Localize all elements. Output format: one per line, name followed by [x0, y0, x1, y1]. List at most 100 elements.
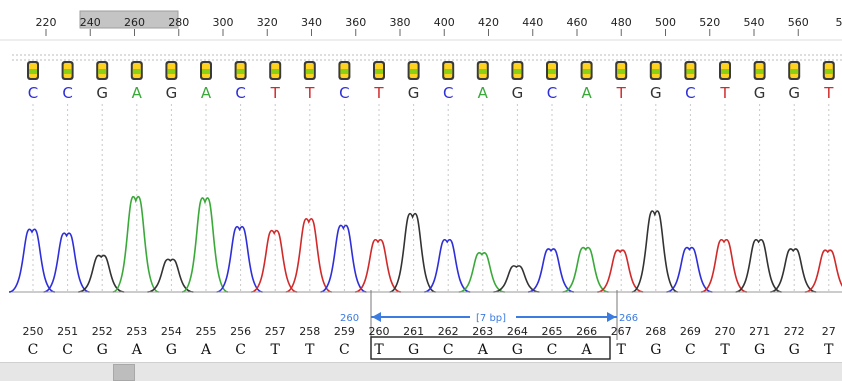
trace-peak	[113, 197, 159, 292]
quality-marker-icon	[304, 61, 316, 80]
called-base: G	[408, 84, 420, 102]
position-number: 250	[23, 325, 44, 338]
sequence-base: C	[235, 342, 246, 358]
ruler-tick-label: 520	[699, 16, 720, 29]
trace-peak	[355, 240, 401, 292]
trace-peak	[528, 249, 574, 292]
trace-peak	[736, 240, 782, 292]
quality-marker-icon	[684, 61, 696, 80]
sequence-base: G	[789, 342, 800, 358]
position-number: 265	[542, 325, 563, 338]
called-base: A	[201, 84, 212, 102]
trace-peak	[770, 249, 816, 292]
trace-peak	[44, 233, 90, 292]
quality-marker-icon	[754, 61, 766, 80]
horizontal-scrollbar[interactable]	[0, 362, 842, 381]
called-base: C	[443, 84, 453, 102]
sequence-base: T	[374, 342, 384, 358]
selected-range-box[interactable]	[371, 337, 610, 359]
called-base: G	[650, 84, 662, 102]
selection-length-label: [7 bp]	[476, 313, 506, 324]
base-gridlines	[33, 104, 829, 292]
trace-peak	[78, 255, 124, 292]
position-number: 264	[507, 325, 528, 338]
trace-peak	[251, 231, 297, 292]
called-base: C	[62, 84, 72, 102]
quality-marker-icon	[823, 61, 835, 80]
sequence-base: T	[617, 342, 627, 358]
called-base: C	[235, 84, 245, 102]
sequence-base: A	[131, 342, 143, 358]
ruler-tick-label: 560	[788, 16, 809, 29]
ruler-tick-label: 500	[655, 16, 676, 29]
quality-marker-icon	[235, 61, 247, 80]
ruler-tick-label: 360	[345, 16, 366, 29]
trace-peak	[563, 248, 609, 292]
quality-marker-icon	[408, 61, 420, 80]
trace-peak	[597, 250, 643, 292]
trace-peak	[805, 250, 842, 292]
quality-marker-icon	[269, 61, 281, 80]
position-number: 270	[715, 325, 736, 338]
called-base: T	[823, 84, 834, 102]
sequence-base: G	[512, 342, 523, 358]
sequence-base: G	[408, 342, 419, 358]
position-number: 255	[196, 325, 217, 338]
sequence-base: C	[547, 342, 558, 358]
ruler-tick-label: 460	[567, 16, 588, 29]
quality-marker-icon	[719, 61, 731, 80]
selection-start-label: 260	[340, 313, 359, 324]
sequence-base: A	[581, 342, 593, 358]
quality-indicators	[27, 61, 835, 80]
ruler-tick-label: 260	[124, 16, 145, 29]
position-number: 258	[299, 325, 320, 338]
quality-marker-icon	[373, 61, 385, 80]
position-number: 266	[576, 325, 597, 338]
scrollbar-thumb[interactable]	[113, 364, 135, 381]
trace-peak	[217, 227, 263, 292]
position-number: 251	[57, 325, 78, 338]
sequence-base: A	[200, 342, 212, 358]
called-base: C	[547, 84, 557, 102]
ruler-tick-label: 420	[478, 16, 499, 29]
trace-peak	[390, 214, 436, 292]
quality-marker-icon	[131, 61, 143, 80]
trace-peak	[666, 248, 712, 292]
trace-peak	[632, 211, 678, 292]
position-number: 271	[749, 325, 770, 338]
ruler-tick-label: 400	[434, 16, 455, 29]
called-base: T	[373, 84, 384, 102]
quality-marker-icon	[788, 61, 800, 80]
position-number: 257	[265, 325, 286, 338]
sequence-base: G	[650, 342, 661, 358]
position-number: 27	[822, 325, 836, 338]
quality-marker-icon	[546, 61, 558, 80]
ruler-tick-label: 240	[80, 16, 101, 29]
ruler-tick-label: 300	[213, 16, 234, 29]
arrowhead-right	[607, 312, 616, 322]
quality-marker-icon	[511, 61, 523, 80]
sequence-base: C	[685, 342, 696, 358]
trace-peak	[147, 259, 193, 292]
ruler-tick-label: 380	[390, 16, 411, 29]
trace-peak	[182, 198, 228, 292]
sequence-base: G	[97, 342, 108, 358]
trace-peak	[459, 253, 505, 292]
ruler-tick-label: 58	[836, 16, 842, 29]
sequence-base: T	[824, 342, 834, 358]
quality-marker-icon	[581, 61, 593, 80]
called-base: C	[339, 84, 349, 102]
position-number: 261	[403, 325, 424, 338]
position-number: 256	[230, 325, 251, 338]
selection-end-label: 266	[619, 313, 638, 324]
ruler-tick-label: 440	[522, 16, 543, 29]
ruler-tick-label: 280	[168, 16, 189, 29]
quality-marker-icon	[165, 61, 177, 80]
called-base: T	[270, 84, 281, 102]
called-base: A	[478, 84, 489, 102]
ruler-tick-label: 340	[301, 16, 322, 29]
position-number: 269	[680, 325, 701, 338]
called-base: C	[685, 84, 695, 102]
